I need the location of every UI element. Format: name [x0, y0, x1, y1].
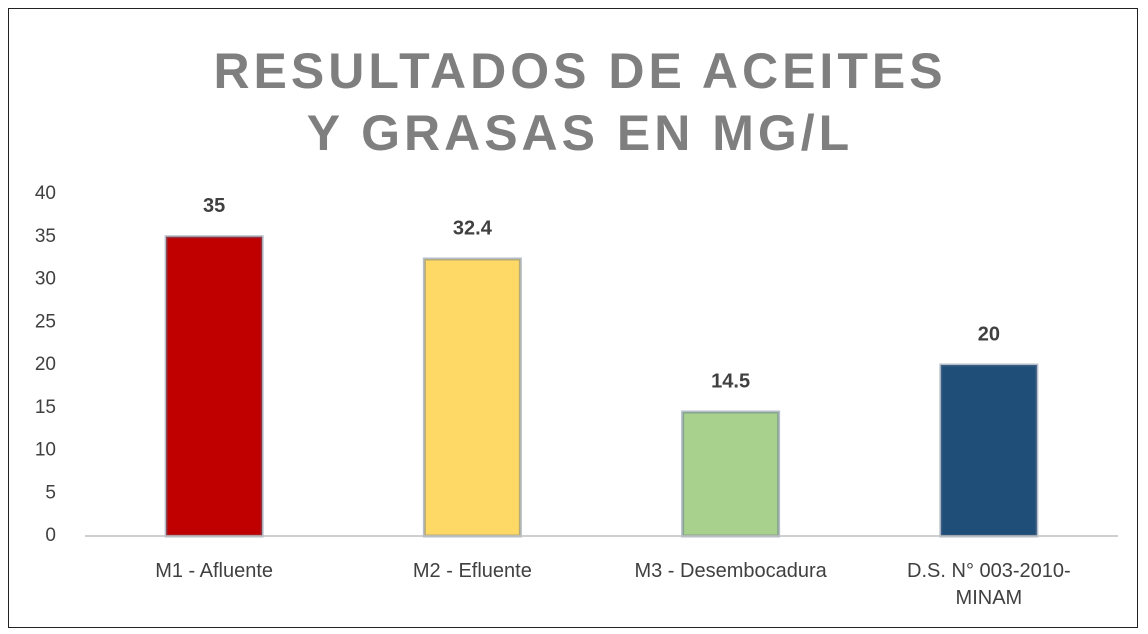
- bar: [422, 257, 522, 538]
- y-tick-label: 25: [35, 311, 56, 332]
- bar: [164, 235, 264, 538]
- y-tick-label: 35: [35, 226, 56, 247]
- bar: [939, 363, 1039, 538]
- value-label: 35: [203, 195, 225, 217]
- y-tick-label: 5: [45, 482, 56, 503]
- y-tick-label: 15: [35, 397, 56, 418]
- x-tick-label: M1 - Afluente: [155, 560, 274, 582]
- chart-frame: [8, 8, 1138, 628]
- x-tick-label: M2 - Efluente: [412, 560, 532, 582]
- x-tick-label: D.S. N° 003-2010-MINAM: [907, 560, 1071, 609]
- y-tick-label: 20: [35, 354, 56, 375]
- bar: [681, 410, 781, 538]
- x-tick-label: M3 - Desembocadura: [634, 560, 827, 582]
- y-tick-label: 30: [35, 269, 56, 290]
- value-label: 20: [978, 323, 1000, 345]
- y-tick-label: 0: [45, 525, 56, 546]
- chart-title: RESULTADOS DE ACEITES Y GRASAS EN MG/L: [213, 43, 947, 161]
- value-label: 14.5: [711, 370, 750, 392]
- y-tick-label: 10: [35, 440, 56, 461]
- y-tick-label: 40: [35, 183, 56, 204]
- value-label: 32.4: [453, 217, 493, 239]
